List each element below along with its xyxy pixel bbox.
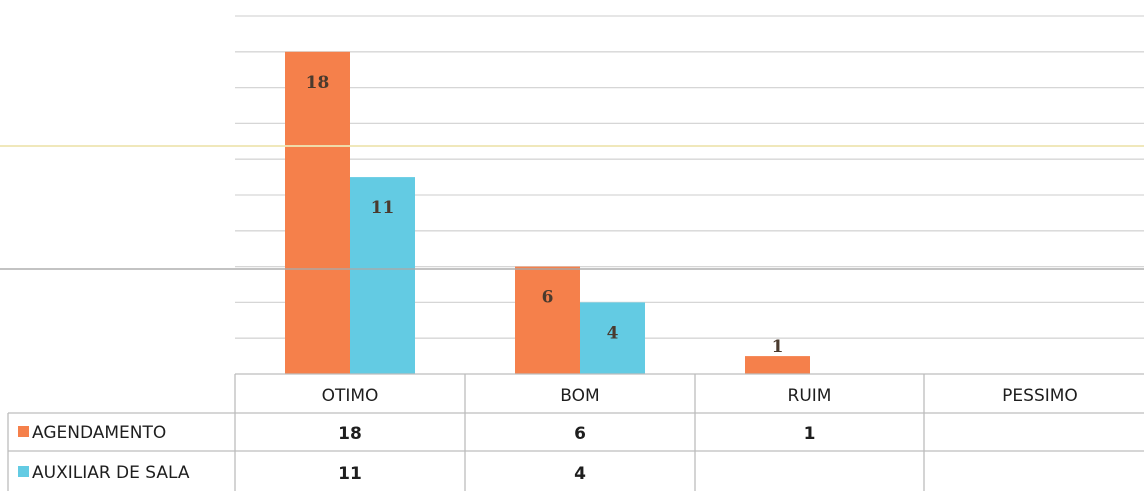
category-label-bom: BOM xyxy=(560,386,599,406)
legend-label-auxiliar-de-sala: AUXILIAR DE SALA xyxy=(32,463,190,483)
data-label-auxiliar-de-sala-bom: 4 xyxy=(607,323,619,343)
table-value-agendamento-ruim: 1 xyxy=(804,424,816,444)
bar-auxiliar-de-sala-bom xyxy=(580,302,645,374)
data-label-agendamento-bom: 6 xyxy=(542,288,554,308)
bar-agendamento-otimo xyxy=(285,51,350,375)
data-label-auxiliar-de-sala-otimo: 11 xyxy=(371,198,395,218)
table-value-agendamento-bom: 6 xyxy=(574,424,586,444)
legend-key-agendamento xyxy=(18,426,29,437)
category-label-pessimo: PESSIMO xyxy=(1002,386,1078,406)
table-value-auxiliar-de-sala-bom: 4 xyxy=(574,464,586,484)
scan-artifacts xyxy=(0,145,1144,270)
table-value-auxiliar-de-sala-otimo: 11 xyxy=(338,464,362,484)
data-label-agendamento-otimo: 18 xyxy=(306,73,330,93)
bar-agendamento-ruim xyxy=(745,356,810,374)
legend-label-agendamento: AGENDAMENTO xyxy=(32,423,166,443)
data-table: OTIMO BOM RUIM PESSIMO AGENDAMENTO 18 6 1 AUXILI… xyxy=(7,373,1144,491)
scan-band xyxy=(0,145,1144,147)
category-label-ruim: RUIM xyxy=(788,386,832,406)
category-label-otimo: OTIMO xyxy=(322,386,379,406)
bars xyxy=(285,51,810,375)
table-value-agendamento-otimo: 18 xyxy=(338,424,362,444)
legend-key-auxiliar-de-sala xyxy=(18,466,29,477)
bar-agendamento-bom xyxy=(515,266,580,374)
data-label-agendamento-ruim: 1 xyxy=(772,337,784,357)
scan-band xyxy=(0,268,1144,270)
bar-auxiliar-de-sala-otimo xyxy=(350,177,415,374)
data-labels: 18 11 6 4 1 xyxy=(306,73,784,357)
